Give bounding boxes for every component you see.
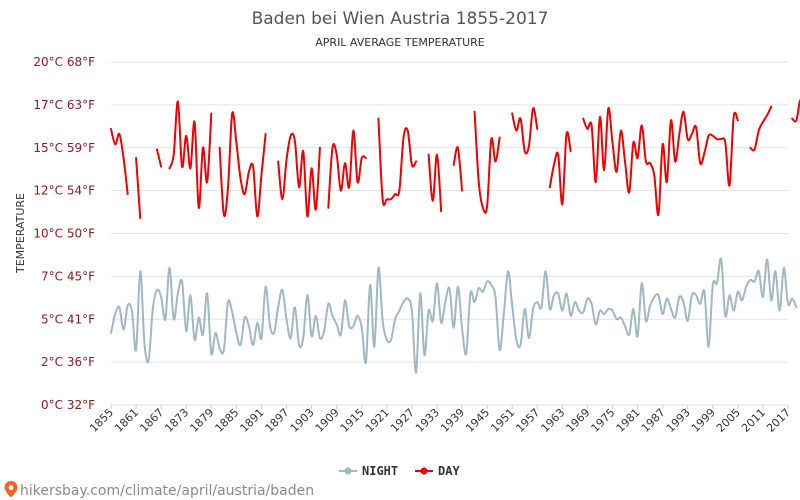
x-tick-label: 1945: [463, 406, 492, 435]
legend-night-label: NIGHT: [362, 464, 398, 478]
x-tick-label: 1897: [263, 406, 292, 435]
x-tick-label: 1891: [238, 406, 267, 435]
series-line-day: [452, 146, 464, 192]
chart-title: Baden bei Wien Austria 1855-2017: [252, 9, 549, 29]
x-tick-label: 1921: [363, 406, 392, 435]
series-line-day: [155, 148, 163, 168]
x-tick-label: 1885: [213, 406, 242, 435]
x-tick-label: 1975: [589, 406, 618, 435]
x-tick-label: 1867: [137, 406, 166, 435]
y-tick-label: 15°C 59°F: [33, 141, 95, 155]
series-line-day: [749, 105, 773, 152]
x-tick-label: 1981: [614, 406, 643, 435]
y-tick-label: 7°C 45°F: [41, 269, 95, 283]
legend-day-marker: [420, 467, 428, 475]
x-tick-label: 1927: [388, 406, 417, 435]
series-line-day: [582, 107, 739, 216]
x-tick-label: 1933: [413, 406, 442, 435]
x-tick-label: 1987: [639, 406, 668, 435]
x-tick-label: 1861: [112, 406, 141, 435]
y-tick-label: 10°C 50°F: [33, 227, 95, 241]
y-axis-ticks: 0°C 32°F 2°C 36°F 5°C 41°F 7°C 45°F 10°C 50°…: [33, 55, 95, 412]
chart-subtitle: APRIL AVERAGE TEMPERATURE: [315, 36, 484, 49]
x-tick-label: 1939: [438, 406, 467, 435]
series-line-day: [377, 117, 418, 207]
footer-credit[interactable]: hikersbay.com/climate/april/austria/bade…: [4, 481, 315, 499]
credit-link[interactable]: hikersbay.com/climate/april/austria/bade…: [20, 483, 314, 499]
series-line-day: [548, 131, 572, 206]
x-tick-label: 1963: [538, 406, 567, 435]
y-tick-label: 0°C 32°F: [41, 398, 95, 412]
series-line-night: [110, 257, 798, 374]
legend-night-marker: [344, 467, 352, 475]
series-line-day: [277, 132, 321, 218]
x-tick-label: 1909: [313, 406, 342, 435]
x-tick-label: 2005: [714, 406, 743, 435]
legend[interactable]: NIGHT DAY: [339, 464, 460, 478]
grid-lines: [111, 61, 788, 406]
x-tick-label: 2017: [764, 406, 793, 435]
legend-day-label: DAY: [438, 464, 460, 478]
x-tick-label: 2011: [739, 406, 768, 435]
y-tick-label: 5°C 41°F: [41, 312, 95, 326]
series-line-day: [427, 153, 443, 213]
x-tick-label: 1957: [513, 406, 542, 435]
x-axis-ticks: 1855186118671873187918851891189719031909…: [87, 405, 793, 435]
y-tick-label: 12°C 54°F: [33, 184, 95, 198]
series-line-day: [218, 111, 267, 218]
series-lines: [110, 98, 800, 374]
series-line-day: [110, 127, 129, 196]
y-axis-title: TEMPERATURE: [14, 193, 27, 274]
x-tick-label: 1993: [664, 406, 693, 435]
y-tick-label: 20°C 68°F: [33, 55, 95, 69]
y-tick-label: 2°C 36°F: [41, 355, 95, 369]
series-line-day: [168, 100, 213, 209]
legend-item-night[interactable]: NIGHT: [339, 464, 398, 478]
x-tick-label: 1951: [488, 406, 517, 435]
x-tick-label: 1915: [338, 406, 367, 435]
x-tick-label: 1903: [288, 406, 317, 435]
y-tick-label: 17°C 63°F: [33, 98, 95, 112]
map-pin-icon: [4, 481, 18, 498]
series-line-day: [791, 98, 800, 123]
x-tick-label: 1969: [564, 406, 593, 435]
legend-item-day[interactable]: DAY: [415, 464, 460, 478]
series-line-day: [327, 129, 367, 209]
x-tick-label: 1873: [162, 406, 191, 435]
series-line-day: [135, 157, 142, 220]
series-line-day: [473, 110, 501, 214]
x-tick-label: 1879: [187, 406, 216, 435]
series-line-day: [511, 107, 539, 155]
x-tick-label: 1999: [689, 406, 718, 435]
